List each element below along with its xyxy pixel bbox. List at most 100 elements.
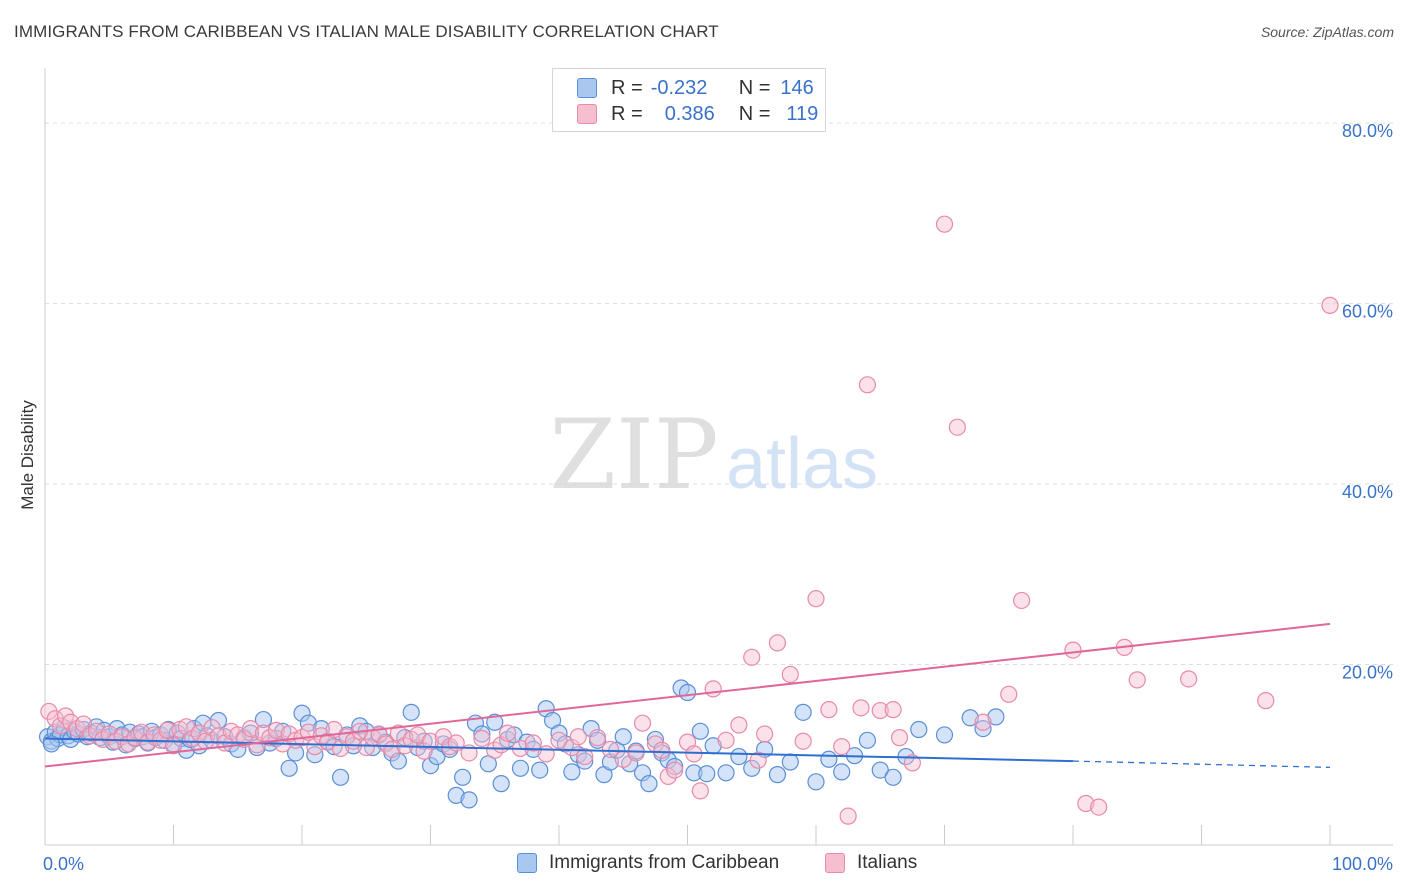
data-point-caribbean xyxy=(807,773,825,791)
data-point-italians xyxy=(884,701,902,719)
y-tick-label: 80.0% xyxy=(1342,121,1393,141)
bottom-legend-swatch-pink xyxy=(825,853,845,873)
data-point-italians xyxy=(1090,798,1108,816)
y-axis-label: Male Disability xyxy=(18,400,37,510)
data-point-caribbean xyxy=(473,725,491,743)
legend-row-caribbean: R = -0.232 N = 146 xyxy=(577,76,814,100)
legend-n-label: N = xyxy=(738,102,771,125)
data-point-italians xyxy=(569,728,587,746)
data-point-italians xyxy=(1077,794,1095,813)
data-point-italians xyxy=(903,754,921,772)
data-point-caribbean xyxy=(820,750,838,768)
data-point-italians xyxy=(768,634,787,652)
trend-lines xyxy=(44,622,1331,769)
data-point-italians xyxy=(755,725,774,743)
data-point-italians xyxy=(974,713,992,731)
data-point-italians xyxy=(1000,685,1018,703)
data-point-italians xyxy=(659,767,677,786)
data-point-italians xyxy=(858,376,877,394)
trend-line-caribbean xyxy=(44,737,1074,763)
data-point-italians xyxy=(1321,296,1339,314)
data-point-italians xyxy=(1012,591,1031,610)
data-point-italians xyxy=(839,807,857,825)
x-tick-label-min: 0.0% xyxy=(43,854,84,874)
trend-line-italians xyxy=(44,622,1331,768)
data-point-caribbean xyxy=(698,765,716,783)
data-point-caribbean xyxy=(833,763,851,781)
data-point-italians xyxy=(40,702,58,721)
data-point-caribbean xyxy=(486,713,504,731)
data-point-italians xyxy=(781,665,799,684)
data-point-italians xyxy=(794,732,812,750)
data-point-caribbean xyxy=(678,683,697,702)
data-point-italians xyxy=(871,701,889,720)
data-point-italians xyxy=(691,782,709,800)
legend-r-label: R = xyxy=(611,102,643,125)
data-point-italians xyxy=(62,713,80,731)
data-point-italians xyxy=(563,738,581,757)
data-point-italians xyxy=(473,729,491,748)
data-point-italians xyxy=(550,731,568,749)
correlation-legend: R = -0.232 N = 146 R = 0.386 N = 119 xyxy=(552,68,826,132)
legend-r-value: 0.386 xyxy=(664,102,715,125)
data-point-caribbean xyxy=(42,735,61,753)
data-point-italians xyxy=(833,738,851,756)
data-point-italians xyxy=(948,418,966,436)
data-point-caribbean xyxy=(614,728,632,746)
data-point-italians xyxy=(704,680,722,698)
data-point-italians xyxy=(633,714,652,732)
chart-title: IMMIGRANTS FROM CARIBBEAN VS ITALIAN MAL… xyxy=(14,22,719,41)
data-point-italians xyxy=(209,727,228,745)
data-point-italians xyxy=(627,744,645,762)
data-point-italians xyxy=(158,721,176,740)
data-point-italians xyxy=(717,731,735,749)
legend-n-value: 146 xyxy=(780,76,814,99)
data-point-caribbean xyxy=(935,726,954,744)
legend-n-label: N = xyxy=(738,76,771,99)
trend-line-caribbean-extension xyxy=(1072,760,1331,769)
data-point-italians xyxy=(357,738,375,757)
data-point-italians xyxy=(588,729,607,747)
bottom-legend-caribbean: Immigrants from Caribbean xyxy=(517,852,779,874)
data-point-italians xyxy=(1257,692,1275,710)
data-point-italians xyxy=(749,751,767,769)
legend-r-label: R = xyxy=(611,76,643,99)
data-point-caribbean xyxy=(209,711,228,730)
data-point-caribbean xyxy=(974,719,992,738)
axes-layer xyxy=(44,68,1393,846)
data-point-caribbean xyxy=(691,722,709,740)
data-point-italians xyxy=(576,747,594,766)
legend-row-italians: R = 0.386 N = 119 xyxy=(577,102,818,126)
watermark-atlas: atlas xyxy=(726,424,878,504)
data-point-caribbean xyxy=(531,761,549,779)
data-point-italians xyxy=(421,732,440,750)
data-point-italians xyxy=(1064,641,1082,659)
y-tick-label: 60.0% xyxy=(1342,302,1393,322)
data-point-italians xyxy=(1128,671,1146,689)
data-point-caribbean xyxy=(768,766,787,784)
data-point-italians xyxy=(100,725,118,743)
data-point-caribbean xyxy=(280,759,298,777)
legend-swatch-blue xyxy=(577,78,597,98)
data-point-italians xyxy=(890,729,909,747)
y-tick-label: 40.0% xyxy=(1342,482,1393,502)
data-point-italians xyxy=(242,719,260,738)
data-point-italians xyxy=(852,699,870,717)
data-point-caribbean xyxy=(987,708,1005,726)
data-point-caribbean xyxy=(254,710,273,729)
data-point-caribbean xyxy=(794,703,812,721)
data-point-caribbean xyxy=(415,732,433,750)
data-point-italians xyxy=(743,648,761,666)
data-point-caribbean xyxy=(871,761,889,779)
legend-n-value: 119 xyxy=(786,102,819,125)
data-point-caribbean xyxy=(640,775,658,793)
data-point-caribbean xyxy=(717,764,735,782)
data-point-caribbean xyxy=(460,791,478,809)
data-point-italians xyxy=(666,761,684,779)
data-point-caribbean xyxy=(576,752,594,770)
legend-r-value: -0.232 xyxy=(650,76,708,99)
data-point-caribbean xyxy=(884,768,902,786)
source-label: Source: ZipAtlas.com xyxy=(1260,24,1394,40)
data-point-caribbean xyxy=(492,775,510,793)
